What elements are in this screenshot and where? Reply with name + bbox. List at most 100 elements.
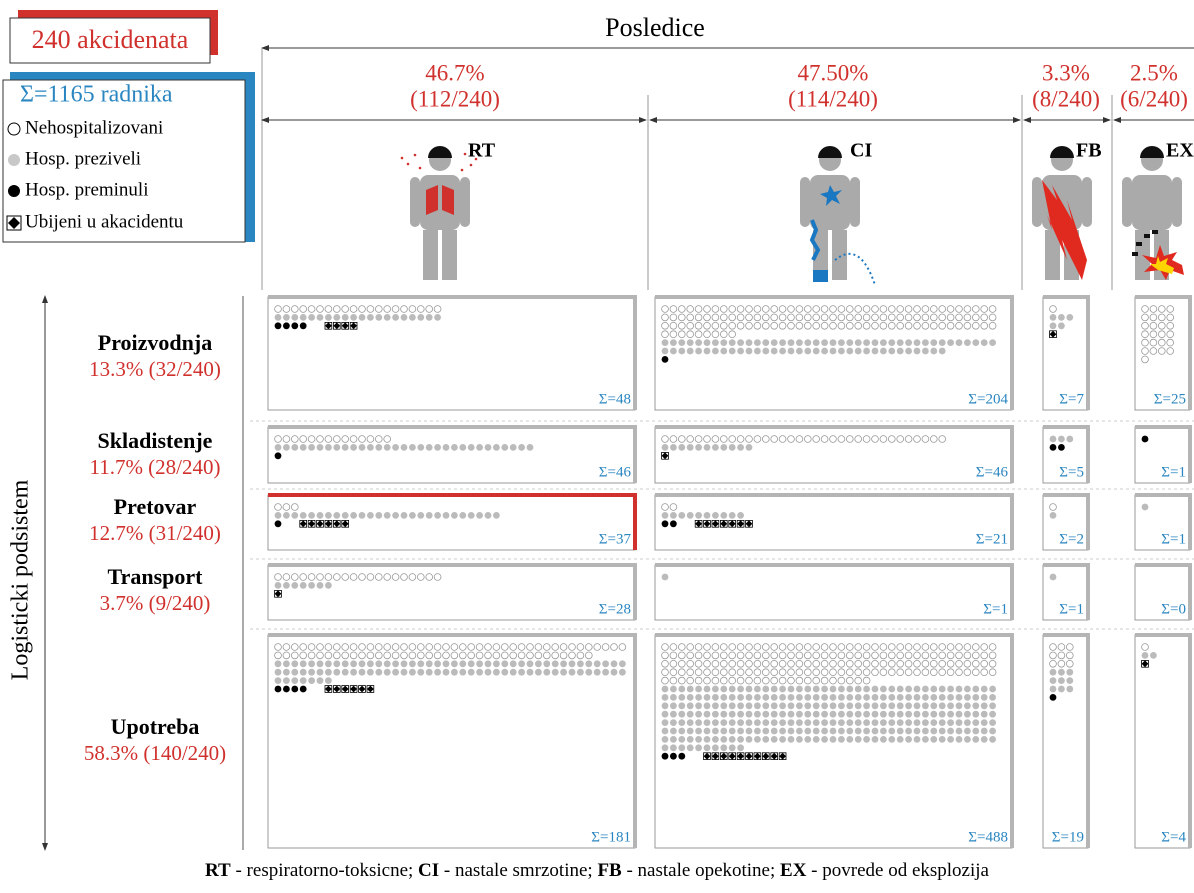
dot-gray bbox=[1058, 314, 1065, 321]
dot-gray bbox=[846, 719, 853, 726]
dot-open bbox=[846, 314, 853, 321]
dot-gray bbox=[897, 728, 904, 735]
dot-gray bbox=[275, 669, 282, 676]
dot-open bbox=[897, 306, 904, 313]
dot-black bbox=[670, 753, 677, 760]
dot-gray bbox=[922, 736, 929, 743]
dot-open bbox=[662, 504, 669, 511]
dot-open bbox=[350, 436, 357, 443]
dot-open bbox=[1167, 314, 1174, 321]
dot-gray bbox=[333, 660, 340, 667]
dot-open bbox=[863, 322, 870, 329]
dot-gray bbox=[476, 669, 483, 676]
dot-open bbox=[947, 322, 954, 329]
dot-gray bbox=[712, 719, 719, 726]
dot-gray bbox=[670, 348, 677, 355]
dot-gray bbox=[695, 444, 702, 451]
legend-item: Hosp. preminuli bbox=[25, 179, 149, 200]
dot-gray bbox=[493, 512, 500, 519]
dot-gray bbox=[283, 660, 290, 667]
row-share: 13.3% (32/240) bbox=[89, 357, 221, 381]
icon-ex: EX bbox=[1122, 140, 1194, 280]
dot-gray bbox=[872, 686, 879, 693]
dot-gray bbox=[518, 669, 525, 676]
dot-gray bbox=[493, 669, 500, 676]
dot-open bbox=[392, 306, 399, 313]
dot-open bbox=[813, 669, 820, 676]
dot-gray bbox=[451, 444, 458, 451]
column-fraction: (114/240) bbox=[788, 86, 878, 111]
dot-open bbox=[678, 669, 685, 676]
dot-open bbox=[737, 306, 744, 313]
dot-open bbox=[392, 644, 399, 651]
dot-open bbox=[880, 322, 887, 329]
dot-open bbox=[417, 574, 424, 581]
dot-gray bbox=[964, 686, 971, 693]
dot-gray bbox=[872, 702, 879, 709]
dot-open bbox=[1142, 306, 1149, 313]
dot-open bbox=[813, 306, 820, 313]
dot-gray bbox=[342, 314, 349, 321]
dot-open bbox=[762, 436, 769, 443]
dot-open bbox=[981, 322, 988, 329]
dot-gray bbox=[662, 728, 669, 735]
dot-gray bbox=[291, 314, 298, 321]
dot-open bbox=[939, 436, 946, 443]
dot-gray bbox=[981, 719, 988, 726]
dot-gray bbox=[838, 728, 845, 735]
dot-gray bbox=[855, 711, 862, 718]
dot-gray bbox=[325, 314, 332, 321]
dot-gray bbox=[283, 444, 290, 451]
dot-open bbox=[746, 322, 753, 329]
dot-gray bbox=[830, 702, 837, 709]
dot-open bbox=[905, 644, 912, 651]
dot-gray bbox=[897, 719, 904, 726]
dot-gray bbox=[813, 348, 820, 355]
dot-gray bbox=[830, 686, 837, 693]
dot-gray bbox=[704, 686, 711, 693]
dot-gray bbox=[846, 686, 853, 693]
dot-gray bbox=[905, 728, 912, 735]
dot-gray bbox=[746, 348, 753, 355]
dot-gray bbox=[662, 339, 669, 346]
dot-gray bbox=[972, 711, 979, 718]
dot-open bbox=[510, 652, 517, 659]
dot-open bbox=[846, 677, 853, 684]
dot-gray bbox=[527, 444, 534, 451]
dot-gray bbox=[914, 694, 921, 701]
dot-open bbox=[863, 644, 870, 651]
dot-open bbox=[922, 652, 929, 659]
dot-gray bbox=[720, 444, 727, 451]
dot-gray bbox=[704, 702, 711, 709]
dot-open bbox=[846, 436, 853, 443]
dot-open bbox=[704, 322, 711, 329]
dot-gray bbox=[729, 711, 736, 718]
dot-open bbox=[662, 652, 669, 659]
dot-gray bbox=[585, 660, 592, 667]
dot-open bbox=[729, 652, 736, 659]
dot-gray bbox=[762, 728, 769, 735]
dot-gray bbox=[855, 339, 862, 346]
dot-gray bbox=[375, 669, 382, 676]
y-axis-label: Logisticki podsistem bbox=[8, 479, 34, 680]
dot-open bbox=[956, 660, 963, 667]
column-fraction: (8/240) bbox=[1032, 86, 1100, 111]
dot-open bbox=[779, 669, 786, 676]
dot-open bbox=[964, 644, 971, 651]
dot-open bbox=[308, 652, 315, 659]
dot-open bbox=[493, 652, 500, 659]
dot-gray bbox=[333, 314, 340, 321]
dot-open bbox=[939, 660, 946, 667]
dot-open bbox=[939, 306, 946, 313]
dot-open bbox=[947, 644, 954, 651]
dot-gray bbox=[779, 719, 786, 726]
dot-gray bbox=[771, 736, 778, 743]
dot-gray bbox=[746, 694, 753, 701]
dot-gray bbox=[729, 702, 736, 709]
dot-open bbox=[704, 677, 711, 684]
cell-sum: Σ=7 bbox=[1059, 391, 1084, 407]
dot-open bbox=[888, 306, 895, 313]
dot-open bbox=[813, 322, 820, 329]
dot-open bbox=[956, 669, 963, 676]
dot-open bbox=[359, 574, 366, 581]
